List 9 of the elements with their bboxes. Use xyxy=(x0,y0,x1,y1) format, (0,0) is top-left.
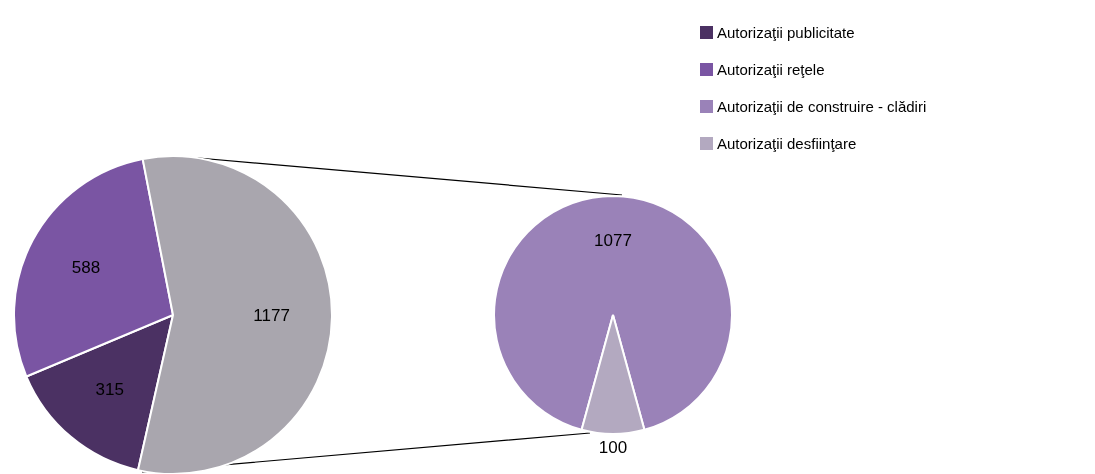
legend-label: Autorizaţii publicitate xyxy=(717,24,855,41)
legend-label: Autorizaţii reţele xyxy=(717,61,825,78)
data-label: 1077 xyxy=(594,230,632,250)
data-label: 1177 xyxy=(253,306,290,326)
data-label: 588 xyxy=(71,258,101,278)
data-label: 100 xyxy=(598,437,628,457)
legend-label: Autorizaţii de construire - clădiri xyxy=(717,98,927,115)
legend-label: Autorizaţii desfiinţare xyxy=(717,135,857,152)
data-label: 315 xyxy=(95,380,124,400)
